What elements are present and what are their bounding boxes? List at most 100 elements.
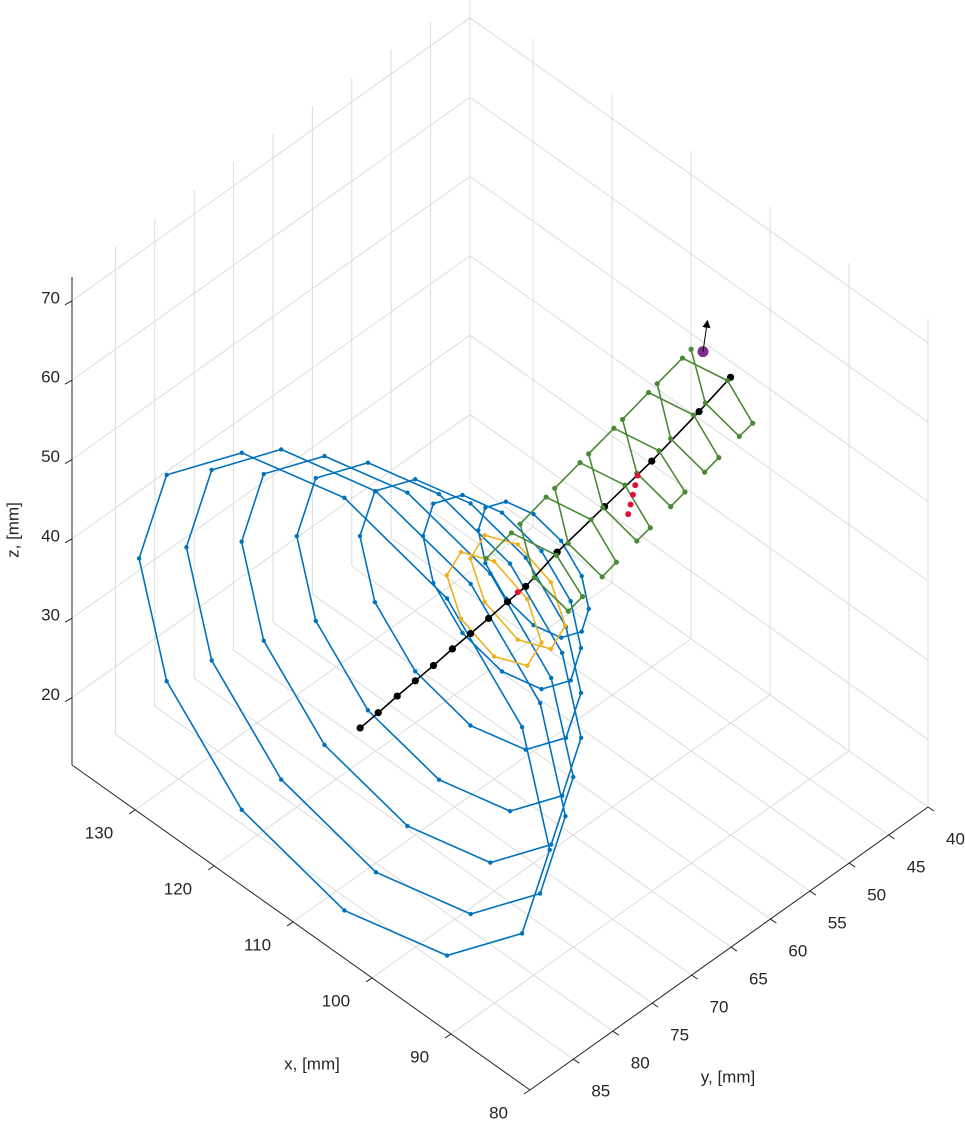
y-tick-label: 40 <box>946 829 965 848</box>
data-point <box>523 555 528 560</box>
data-point <box>405 823 410 829</box>
grid-line <box>71 176 471 460</box>
data-point <box>600 504 606 511</box>
z-tick-label: 50 <box>41 447 60 466</box>
data-point <box>429 661 438 670</box>
data-point <box>468 501 473 506</box>
grid-line <box>154 705 614 1032</box>
y-tick-label: 60 <box>788 942 807 961</box>
data-point <box>695 408 703 416</box>
plot-area <box>136 319 756 958</box>
data-point <box>372 488 378 494</box>
grid <box>71 0 929 1091</box>
y-tick <box>651 1002 659 1008</box>
data-point <box>563 814 568 819</box>
data-point <box>483 561 488 566</box>
data-point <box>668 436 674 442</box>
y-tick <box>888 834 895 840</box>
data-point <box>702 469 708 475</box>
data-point <box>322 742 327 748</box>
data-point <box>558 635 564 640</box>
data-point <box>519 724 525 730</box>
grid-line <box>71 414 471 698</box>
data-point <box>562 623 568 628</box>
data-point <box>485 614 493 622</box>
data-point <box>503 598 512 606</box>
data-point <box>413 669 418 674</box>
data-point <box>468 581 473 587</box>
data-point <box>483 555 489 562</box>
series-line <box>485 349 754 613</box>
data-point <box>565 540 571 546</box>
x-tick-label: 100 <box>322 991 350 1010</box>
z-tick-label: 60 <box>41 368 60 387</box>
data-point <box>688 346 694 352</box>
data-point <box>460 630 465 636</box>
data-point <box>579 629 584 634</box>
data-point <box>548 842 554 847</box>
data-point <box>525 663 530 668</box>
data-point <box>563 735 569 741</box>
data-point <box>164 679 169 684</box>
data-point <box>627 501 634 508</box>
x-tick-label: 110 <box>244 935 271 954</box>
grid-line <box>233 649 692 976</box>
axes: 80 90 100 110 120 130 40 45 50 55 60 65 70 75 80 85 20 30… <box>41 277 965 1122</box>
data-point <box>374 709 382 717</box>
data-point <box>313 475 318 481</box>
z-tick <box>64 379 73 385</box>
data-point <box>458 549 464 555</box>
data-point <box>548 580 554 585</box>
y-tick-label: 75 <box>670 1026 689 1045</box>
data-point <box>491 559 497 564</box>
x-tick <box>207 865 215 871</box>
y-tick-label: 50 <box>867 886 886 905</box>
data-point <box>499 510 505 515</box>
y-tick <box>848 862 856 868</box>
data-point <box>632 482 639 489</box>
data-point <box>482 599 487 605</box>
data-point <box>482 533 487 538</box>
data-point <box>261 638 266 643</box>
data-point <box>444 573 449 578</box>
data-point <box>136 556 142 561</box>
data-point <box>466 630 475 638</box>
x-tick <box>523 1089 531 1095</box>
data-point <box>586 606 592 612</box>
data-point <box>619 416 626 423</box>
grid-line <box>450 750 850 1035</box>
x-tick-label: 80 <box>489 1103 508 1122</box>
data-point <box>531 575 537 581</box>
data-point <box>164 472 169 478</box>
x-tick <box>286 921 294 927</box>
data-point <box>568 598 573 604</box>
data-point <box>548 675 554 681</box>
data-point <box>679 355 686 361</box>
data-point <box>483 505 488 510</box>
x-tick <box>365 977 373 983</box>
data-point <box>356 724 364 732</box>
data-point <box>507 561 513 566</box>
y-axis-line <box>529 806 929 1091</box>
data-point <box>537 891 543 896</box>
data-point <box>558 538 564 544</box>
y-tick <box>573 1058 580 1064</box>
grid-line <box>469 414 929 740</box>
data-point <box>552 485 558 491</box>
grid-line <box>469 334 929 661</box>
data-point <box>629 491 636 498</box>
data-point <box>539 548 544 554</box>
y-tick-label: 80 <box>631 1054 650 1073</box>
data-point <box>539 686 544 692</box>
x-axis-line <box>71 764 531 1091</box>
z-tick-label: 30 <box>41 606 60 625</box>
data-point <box>579 594 586 600</box>
data-point <box>547 847 552 853</box>
data-point <box>559 793 565 798</box>
grid-line <box>390 537 850 864</box>
data-point <box>514 589 521 596</box>
data-point <box>373 869 379 875</box>
data-point <box>239 450 244 455</box>
grid-line <box>213 582 613 867</box>
